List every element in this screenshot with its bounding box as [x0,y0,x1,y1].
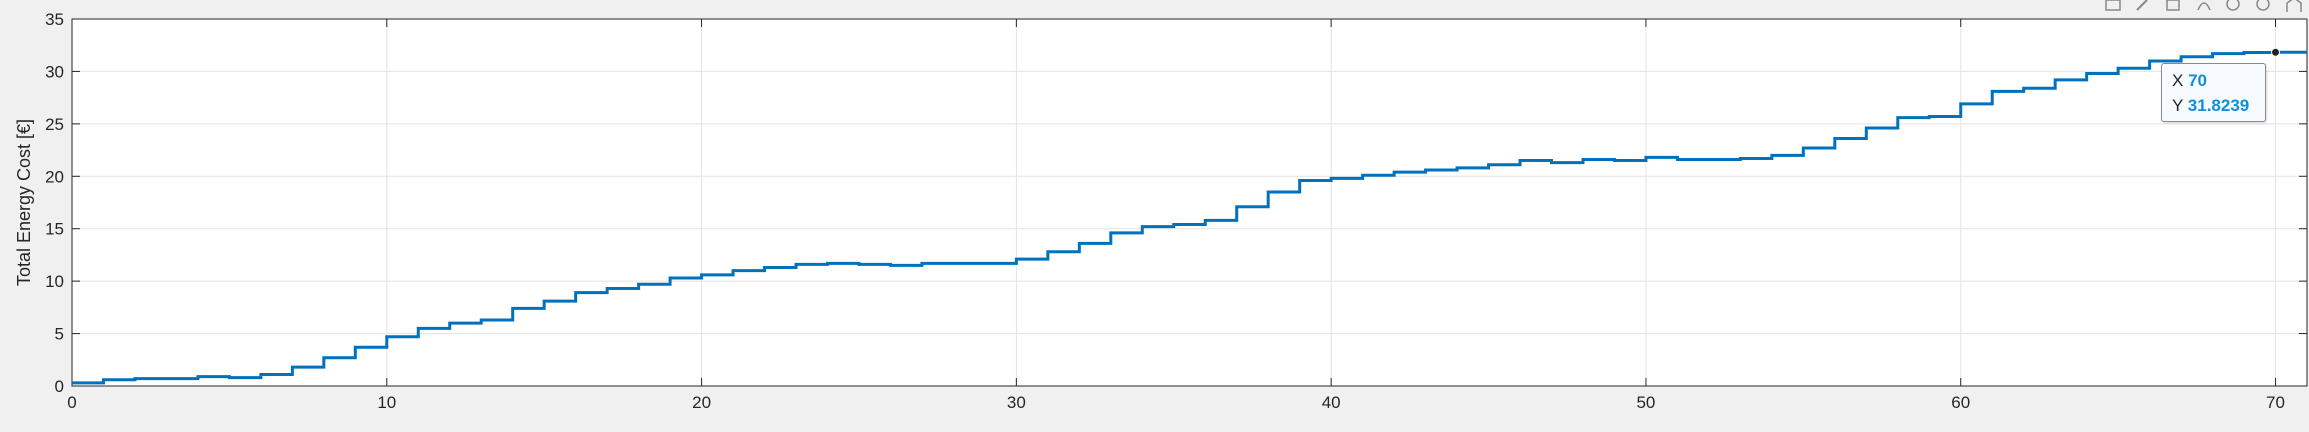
pan-icon[interactable] [2193,0,2215,12]
home-icon[interactable] [2283,0,2305,12]
data-cursor-icon[interactable] [2163,0,2185,12]
zoom-out-icon[interactable] [2253,0,2275,12]
datatip-y-row: Y 31.8239 [2172,93,2265,118]
x-tick-label: 0 [67,393,76,412]
y-axis-label: Total Energy Cost [€] [14,119,34,286]
x-tick-label: 30 [1007,393,1026,412]
datatip-marker [2271,47,2281,57]
x-tick-label: 40 [1322,393,1341,412]
series-line [72,50,2307,385]
zoom-in-icon[interactable] [2223,0,2245,12]
axes-toolbar [2103,0,2305,14]
datatip-x-label: X [2172,71,2184,90]
brush-icon[interactable] [2133,0,2155,12]
datatip-y-value: 31.8239 [2187,96,2250,115]
x-tick-label: 10 [377,393,396,412]
y-tick-label: 20 [45,167,64,186]
y-tick-label: 10 [45,272,64,291]
plot-area [72,19,2307,386]
y-tick-label: 30 [45,62,64,81]
x-tick-label: 20 [692,393,711,412]
x-tick-label: 60 [1951,393,1970,412]
y-tick-label: 15 [45,220,64,239]
x-tick-label: 70 [2266,393,2285,412]
datatip-x-row: X 70 [2172,68,2265,93]
y-tick-label: 0 [55,377,64,396]
y-tick-label: 5 [55,325,64,344]
datatip[interactable]: X 70 Y 31.8239 [2161,63,2266,122]
y-tick-label: 35 [45,10,64,29]
save-icon[interactable] [2103,0,2125,12]
datatip-y-label: Y [2172,96,2184,115]
axes-box [71,18,2308,387]
datatip-x-value: 70 [2188,71,2207,90]
x-tick-label: 50 [1636,393,1655,412]
y-tick-label: 25 [45,115,64,134]
